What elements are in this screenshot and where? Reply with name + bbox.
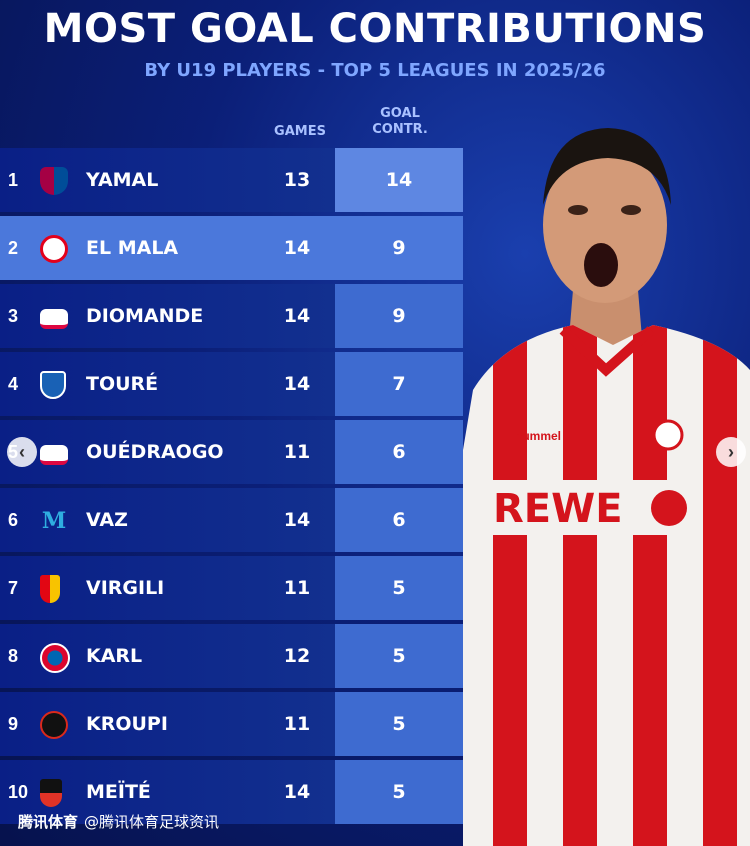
table-row: 10 MEÏTÉ 14 5 [0, 760, 463, 824]
player-name: VIRGILI [86, 577, 165, 599]
page-title: MOST GOAL CONTRIBUTIONS [43, 6, 707, 52]
contr-value: 7 [392, 373, 406, 395]
leipzig-crest-icon [40, 445, 68, 465]
bayern-crest-icon [40, 643, 70, 673]
sponsor-text: REWE [493, 486, 623, 532]
table-row: 4 TOURÉ 14 7 [0, 352, 463, 416]
goal-header-line2: CONTR. [372, 122, 428, 137]
games-header-label: GAMES [274, 124, 326, 139]
goal-contr-column-header: GOAL CONTR. [364, 106, 436, 138]
player-name: VAZ [86, 509, 128, 531]
table-row: 2 EL MALA 14 9 [0, 216, 463, 280]
contr-cell: 14 [335, 148, 463, 212]
hoffenheim-crest-icon [40, 371, 66, 399]
rank-number: 1 [8, 170, 19, 190]
contr-value: 5 [392, 577, 406, 599]
games-value: 11 [283, 577, 311, 599]
watermark: 腾讯体育 @腾讯体育足球资讯 [18, 811, 219, 832]
rank-number: 10 [8, 782, 29, 802]
row-left-cell: 10 MEÏTÉ 14 [0, 760, 335, 824]
table-row: 6 M VAZ 14 6 [0, 488, 463, 552]
games-value: 11 [283, 441, 311, 463]
rank-number: 8 [8, 646, 19, 666]
contr-value: 14 [385, 169, 413, 191]
mallorca-crest-icon [40, 575, 60, 603]
contr-cell: 6 [335, 420, 463, 484]
goal-header-line1: GOAL [380, 106, 420, 121]
carousel-next-button[interactable]: › [716, 437, 746, 467]
row-left-cell: 4 TOURÉ 14 [0, 352, 335, 416]
watermark-handle: @腾讯体育足球资讯 [84, 813, 220, 831]
player-name: DIOMANDE [86, 305, 204, 327]
contr-value: 6 [392, 509, 406, 531]
row-left-cell: 6 M VAZ 14 [0, 488, 335, 552]
table-row: 8 KARL 12 5 [0, 624, 463, 688]
brand-logo: hummel [515, 429, 561, 443]
contr-value: 6 [392, 441, 406, 463]
table-row: 7 VIRGILI 11 5 [0, 556, 463, 620]
contr-value: 5 [392, 645, 406, 667]
contr-cell: 5 [335, 760, 463, 824]
player-name: KARL [86, 645, 143, 667]
contr-value: 9 [392, 237, 406, 259]
player-name: KROUPI [86, 713, 168, 735]
table-row: 3 DIOMANDE 14 9 [0, 284, 463, 348]
rank-number: 9 [8, 714, 19, 734]
rank-number: 4 [8, 374, 19, 394]
rank-number: 7 [8, 578, 19, 598]
contr-cell: 5 [335, 692, 463, 756]
page-subtitle: BY U19 PLAYERS - TOP 5 LEAGUES IN 2025/2… [144, 60, 606, 81]
contr-cell: 7 [335, 352, 463, 416]
row-left-cell: 1 YAMAL 13 [0, 148, 335, 212]
leipzig-crest-icon [40, 309, 68, 329]
contr-cell: 6 [335, 488, 463, 552]
rank-number: 3 [8, 306, 19, 326]
player-photo: hummel REWE [463, 128, 750, 846]
carousel-prev-button[interactable]: ‹ [7, 437, 37, 467]
player-name: TOURÉ [86, 373, 159, 395]
row-left-cell: 8 KARL 12 [0, 624, 335, 688]
rank-number: 6 [8, 510, 19, 530]
barcelona-crest-icon [40, 167, 68, 195]
games-value: 11 [283, 713, 311, 735]
rennes-crest-icon [40, 779, 62, 807]
contr-value: 5 [392, 781, 406, 803]
bournemouth-crest-icon [40, 711, 68, 739]
row-left-cell: 3 DIOMANDE 14 [0, 284, 335, 348]
row-left-cell: 9 KROUPI 11 [0, 692, 335, 756]
rank-number: 2 [8, 238, 19, 258]
games-value: 14 [283, 373, 311, 395]
table-row: 5 OUÉDRAOGO 11 6 [0, 420, 463, 484]
watermark-source: 腾讯体育 [18, 813, 79, 831]
contr-cell: 5 [335, 624, 463, 688]
games-value: 12 [283, 645, 311, 667]
player-name: OUÉDRAOGO [86, 441, 224, 463]
games-value: 14 [283, 305, 311, 327]
games-value: 14 [283, 509, 311, 531]
contr-cell: 9 [335, 284, 463, 348]
contr-value: 9 [392, 305, 406, 327]
row-left-cell: 5 OUÉDRAOGO 11 [0, 420, 335, 484]
games-value: 14 [283, 237, 311, 259]
player-name: EL MALA [86, 237, 179, 259]
row-left-cell: 7 VIRGILI 11 [0, 556, 335, 620]
koln-crest-icon [40, 235, 68, 263]
contr-value: 5 [392, 713, 406, 735]
games-value: 14 [283, 781, 311, 803]
games-value: 13 [283, 169, 311, 191]
games-column-header: GAMES [268, 124, 332, 140]
chevron-right-icon: › [728, 441, 734, 462]
player-name: MEÏTÉ [86, 781, 151, 803]
row-left-cell: 2 EL MALA 14 [0, 216, 335, 280]
table-row: 9 KROUPI 11 5 [0, 692, 463, 756]
table-row: 1 YAMAL 13 14 [0, 148, 463, 212]
chevron-left-icon: ‹ [19, 441, 25, 462]
marseille-crest-icon: M [41, 508, 67, 534]
contr-cell: 5 [335, 556, 463, 620]
player-name: YAMAL [86, 169, 159, 191]
contr-cell: 9 [335, 216, 463, 280]
ranking-table: 1 YAMAL 13 14 2 EL MALA 14 9 3 DIOMANDE … [0, 148, 463, 828]
